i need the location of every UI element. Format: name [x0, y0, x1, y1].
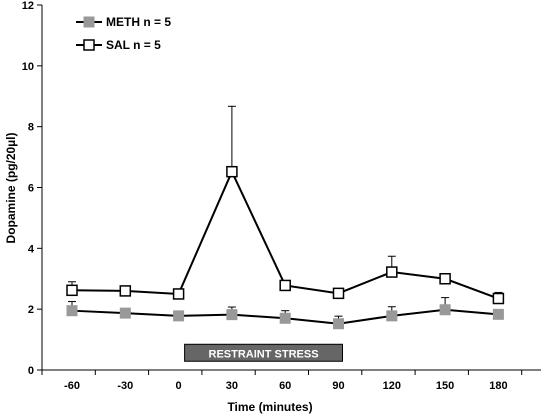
y-tick-label: 12	[22, 0, 34, 12]
series-sal	[66, 105, 505, 305]
data-point	[66, 284, 78, 297]
x-tick-label: 30	[226, 380, 238, 392]
data-point	[332, 287, 345, 300]
data-point	[119, 285, 132, 297]
data-point	[172, 288, 185, 300]
x-tick-label: 150	[436, 380, 454, 392]
y-tick-label: 10	[22, 61, 34, 73]
x-axis-title: Time (minutes)	[227, 400, 312, 414]
data-point	[66, 305, 78, 317]
data-point	[386, 310, 398, 322]
sal-marker-icon	[83, 39, 95, 51]
x-tick-label: 0	[176, 380, 182, 392]
x-tick-label: -60	[64, 380, 80, 392]
data-point	[226, 165, 238, 178]
legend-item-sal: SAL n = 5	[76, 38, 161, 52]
data-point	[226, 309, 238, 321]
y-tick-label: 0	[28, 365, 34, 377]
data-point	[386, 266, 398, 278]
legend-label-sal: SAL n = 5	[106, 38, 161, 52]
legend-label-meth: METH n = 5	[106, 15, 171, 29]
data-point	[492, 308, 504, 320]
data-point	[119, 307, 131, 319]
data-point	[492, 292, 505, 305]
x-tick-label: 60	[279, 380, 291, 392]
y-tick-label: 8	[28, 122, 34, 134]
series-meth	[66, 297, 504, 330]
x-tick-label: 90	[332, 380, 344, 392]
y-tick-label: 6	[28, 183, 34, 195]
x-tick-label: 120	[383, 380, 401, 392]
series-line	[71, 169, 499, 300]
y-tick-label: 4	[28, 243, 35, 255]
data-point	[439, 273, 451, 285]
y-axis-title: Dopamine (pg/20µl)	[4, 133, 18, 244]
meth-marker-icon	[83, 16, 95, 28]
data-point	[439, 304, 451, 316]
legend-item-meth: METH n = 5	[76, 15, 171, 29]
x-tick-label: -30	[117, 380, 133, 392]
data-point	[333, 318, 344, 330]
data-point	[173, 310, 185, 322]
data-point	[279, 312, 291, 324]
restraint-stress-label: RESTRAINT STRESS	[209, 348, 319, 360]
restraint-stress-band	[184, 343, 343, 362]
data-point	[279, 279, 291, 292]
y-tick-label: 2	[28, 304, 34, 316]
x-tick-label: 180	[489, 380, 507, 392]
